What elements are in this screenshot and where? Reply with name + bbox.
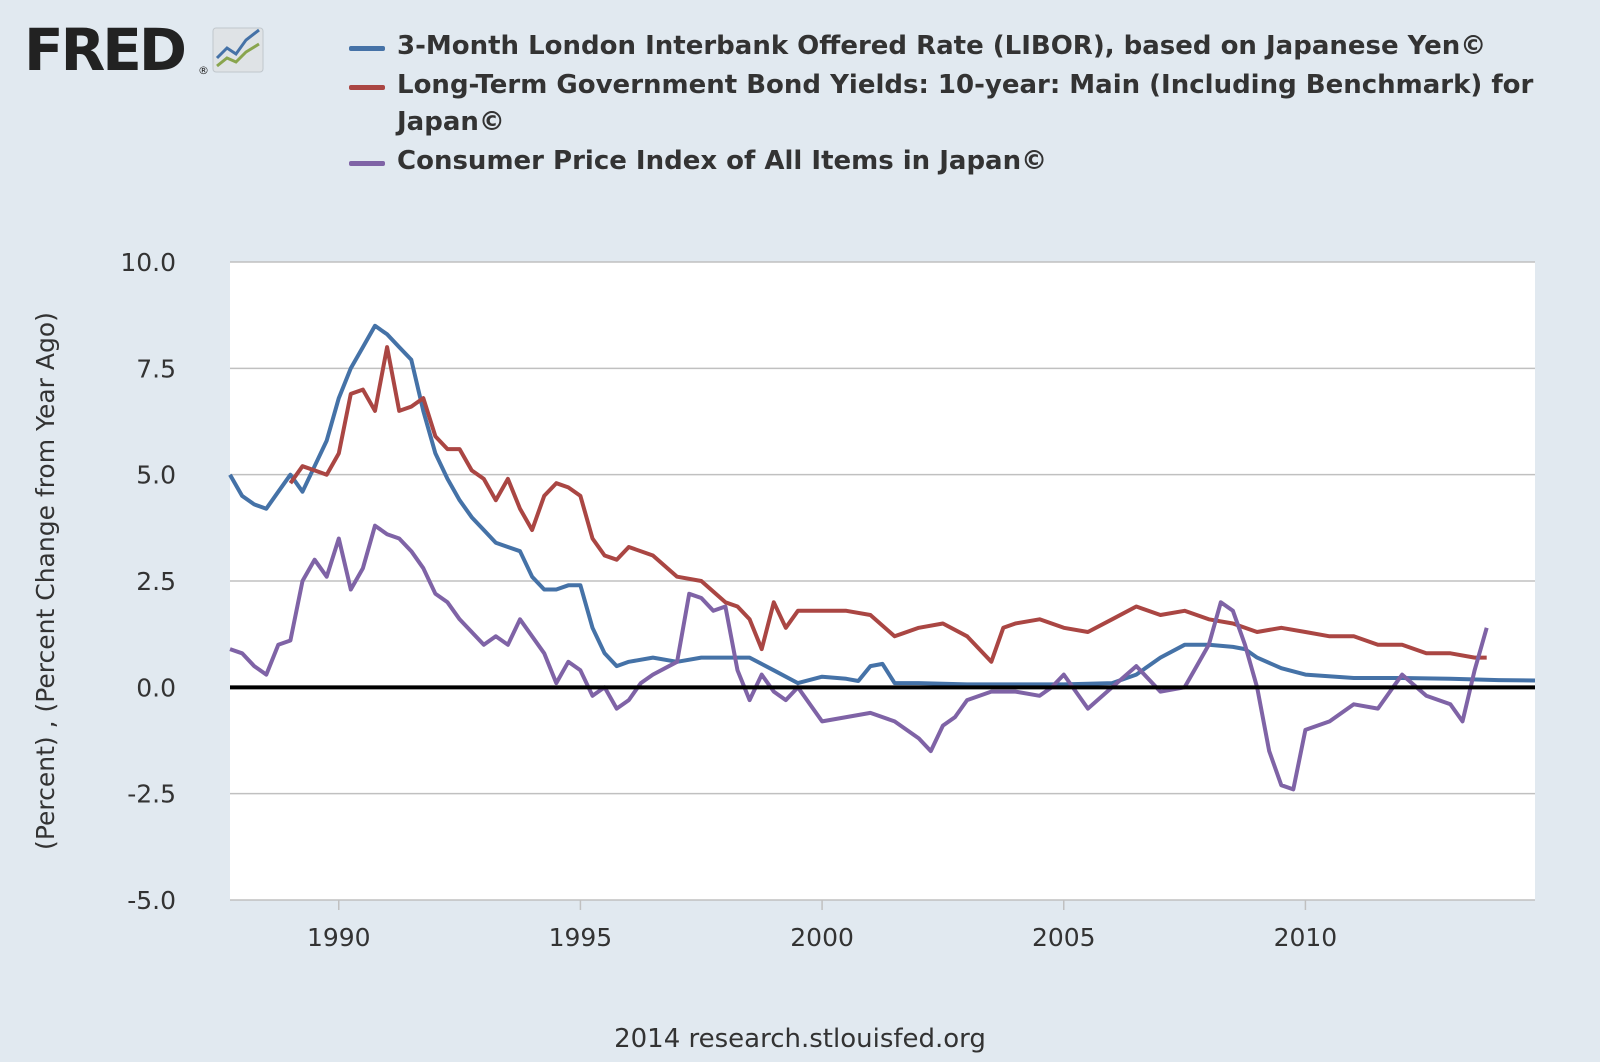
legend-label-cpi: Consumer Price Index of All Items in Jap… xyxy=(397,146,1048,176)
legend-item-libor[interactable]: 3-Month London Interbank Offered Rate (L… xyxy=(345,28,1545,65)
series-line-cpi[interactable] xyxy=(229,523,1489,792)
x-tick-label: 2005 xyxy=(1032,923,1096,952)
legend-label-libor: 3-Month London Interbank Offered Rate (L… xyxy=(397,31,1487,61)
legend-swatch-bond xyxy=(349,85,385,90)
y-axis-title: (Percent) , (Percent Change from Year Ag… xyxy=(31,312,60,850)
series-lines xyxy=(228,323,1536,792)
y-tick-label: 10.0 xyxy=(120,248,176,277)
legend-item-cpi[interactable]: Consumer Price Index of All Items in Jap… xyxy=(345,143,1545,180)
y-tick-label: 0.0 xyxy=(136,673,176,702)
legend-label-bond: Long-Term Government Bond Yields: 10-yea… xyxy=(397,70,1534,137)
legend-swatch-cpi xyxy=(349,161,385,166)
legend-swatch-libor xyxy=(349,46,385,51)
y-tick-label: 2.5 xyxy=(136,567,176,596)
fred-logo-chart-icon xyxy=(212,27,264,73)
y-tick-label: -2.5 xyxy=(127,780,176,809)
x-tick-label: 2000 xyxy=(790,923,854,952)
x-tick-label: 2010 xyxy=(1274,923,1338,952)
fred-logo-registered: ® xyxy=(198,64,209,77)
y-tick-label: 7.5 xyxy=(136,354,176,383)
legend-item-bond[interactable]: Long-Term Government Bond Yields: 10-yea… xyxy=(345,67,1545,141)
series-line-libor[interactable] xyxy=(228,323,1536,687)
fred-logo-text: FRED xyxy=(24,16,185,84)
fred-logo: FRED ® xyxy=(24,16,264,84)
x-tick-label: 1995 xyxy=(549,923,613,952)
series-line-bond-yield[interactable] xyxy=(288,345,1487,664)
y-axis-ticks: -5.0 -2.5 0.0 2.5 5.0 7.5 10.0 xyxy=(120,248,176,915)
source-caption: 2014 research.stlouisfed.org xyxy=(614,1024,986,1054)
y-tick-label: -5.0 xyxy=(127,886,176,915)
y-tick-label: 5.0 xyxy=(136,461,176,490)
chart-legend: 3-Month London Interbank Offered Rate (L… xyxy=(345,28,1545,182)
x-tick-label: 1990 xyxy=(307,923,371,952)
x-axis-ticks: 1990 1995 2000 2005 2010 xyxy=(307,900,1337,952)
